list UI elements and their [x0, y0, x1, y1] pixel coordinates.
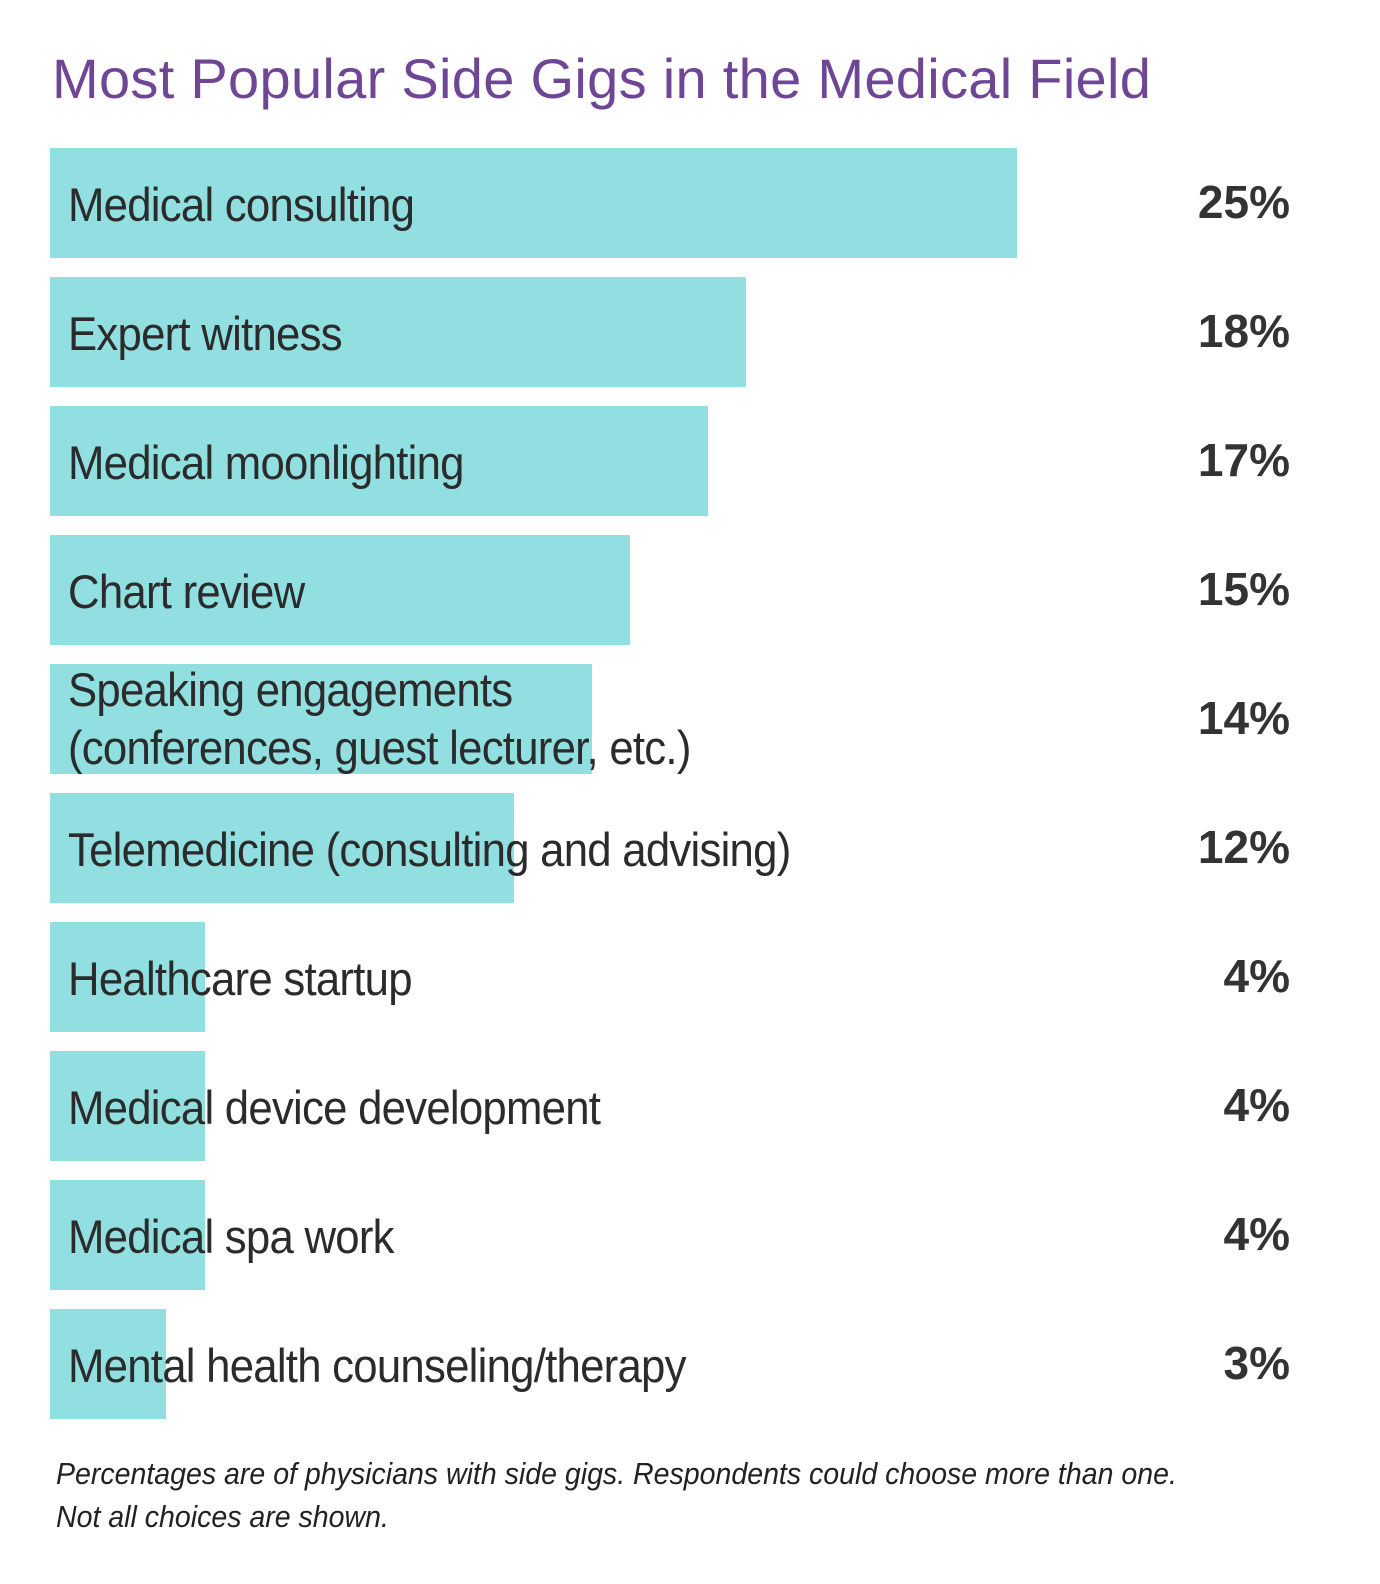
bar — [50, 664, 592, 774]
bar — [50, 922, 205, 1032]
bar-label: Speaking engagements (conferences, guest… — [68, 663, 691, 774]
bar — [50, 406, 708, 516]
footnote: Percentages are of physicians with side … — [56, 1452, 1177, 1538]
value-label: 18% — [1197, 305, 1290, 357]
value-label: 15% — [1197, 563, 1290, 615]
value-label: 25% — [1197, 176, 1290, 228]
value-label: 4% — [1223, 950, 1290, 1002]
bar-label: Medical device development — [68, 1081, 601, 1134]
value-label: 17% — [1197, 434, 1290, 486]
bar — [50, 793, 515, 903]
bar-label: Medical spa work — [68, 1210, 395, 1263]
bar-label: Telemedicine (consulting and advising) — [68, 823, 791, 876]
footnote-line: Not all choices are shown. — [56, 1499, 389, 1534]
bar-label: Expert witness — [68, 307, 343, 360]
bar-label: Chart review — [68, 565, 305, 618]
bar — [50, 535, 631, 645]
footnote-line: Percentages are of physicians with side … — [56, 1456, 1177, 1491]
bar — [50, 1051, 205, 1161]
value-label: 14% — [1197, 692, 1290, 744]
bar-label: Medical moonlighting — [68, 436, 464, 489]
value-label: 4% — [1223, 1079, 1290, 1131]
bar-label: Medical consulting — [68, 178, 415, 231]
value-label: 3% — [1223, 1337, 1290, 1389]
bar — [50, 1180, 205, 1290]
bar-label: Mental health counseling/therapy — [68, 1339, 686, 1392]
chart-title: Most Popular Side Gigs in the Medical Fi… — [52, 47, 1152, 110]
value-label: 12% — [1197, 821, 1290, 873]
value-label: 4% — [1223, 1208, 1290, 1260]
bar-chart: Medical consulting 25% Expert witness 18% Me… — [50, 148, 1290, 1419]
bar — [50, 148, 1017, 258]
bar — [50, 1309, 167, 1419]
bar — [50, 277, 747, 387]
bar-label: Healthcare startup — [68, 952, 413, 1005]
